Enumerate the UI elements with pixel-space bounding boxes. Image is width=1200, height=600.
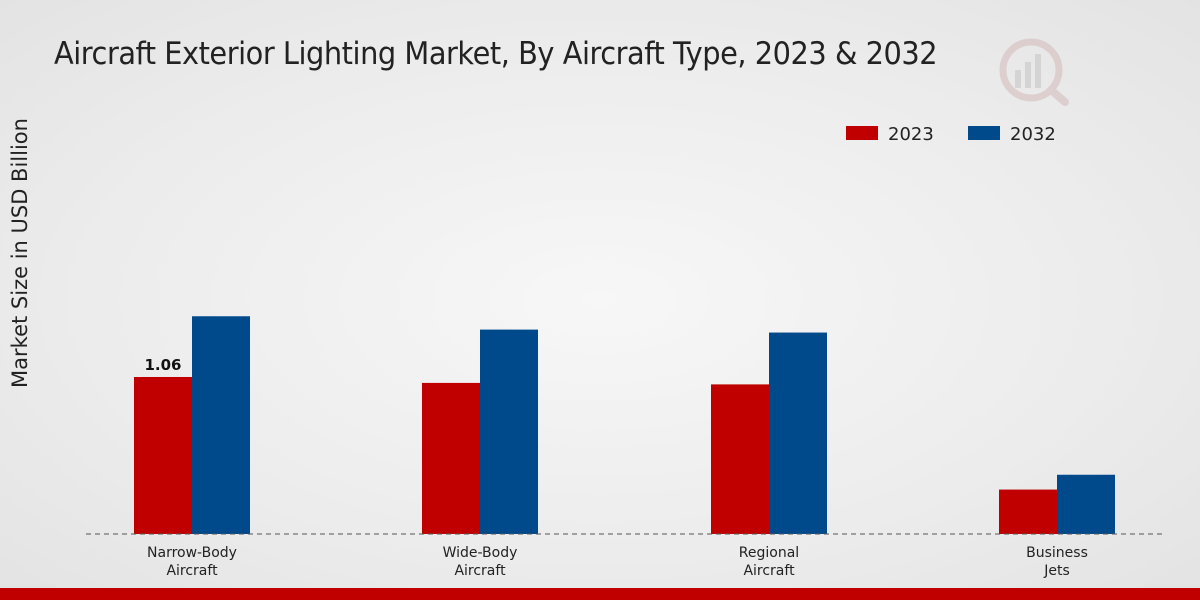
legend-label-2023: 2023 (888, 124, 934, 145)
bar-2032-2 (769, 332, 827, 534)
footer-accent-bar (0, 588, 1200, 600)
y-axis-label: Market Size in USD Billion (8, 118, 32, 388)
bar-2032-3 (1057, 474, 1115, 534)
x-tick-label-2: Regional Aircraft (739, 545, 799, 579)
legend: 2023 2032 (846, 124, 1056, 145)
bar-2032-1 (480, 329, 538, 534)
bars (134, 316, 1115, 534)
bar-2023-0 (134, 376, 192, 534)
x-tick-label-1: Wide-Body Aircraft (443, 545, 518, 579)
brand-logo-icon (999, 38, 1069, 106)
chart-title: Aircraft Exterior Lighting Market, By Ai… (54, 36, 938, 72)
x-tick-label-0: Narrow-Body Aircraft (147, 545, 237, 579)
bar-2032-0 (192, 316, 250, 534)
legend-swatch-2023 (846, 126, 878, 140)
data-labels: 1.06 (144, 356, 181, 374)
bar-2023-3 (999, 489, 1057, 534)
bar-2023-1 (422, 382, 480, 534)
x-tick-label-3: Business Jets (1026, 545, 1088, 579)
data-label-0-0: 1.06 (144, 356, 181, 374)
bar-2023-2 (711, 384, 769, 534)
legend-swatch-2032 (968, 126, 1000, 140)
x-tick-labels: Narrow-Body Aircraft Wide-Body Aircraft Regi… (147, 545, 1088, 579)
legend-label-2032: 2032 (1010, 124, 1056, 145)
